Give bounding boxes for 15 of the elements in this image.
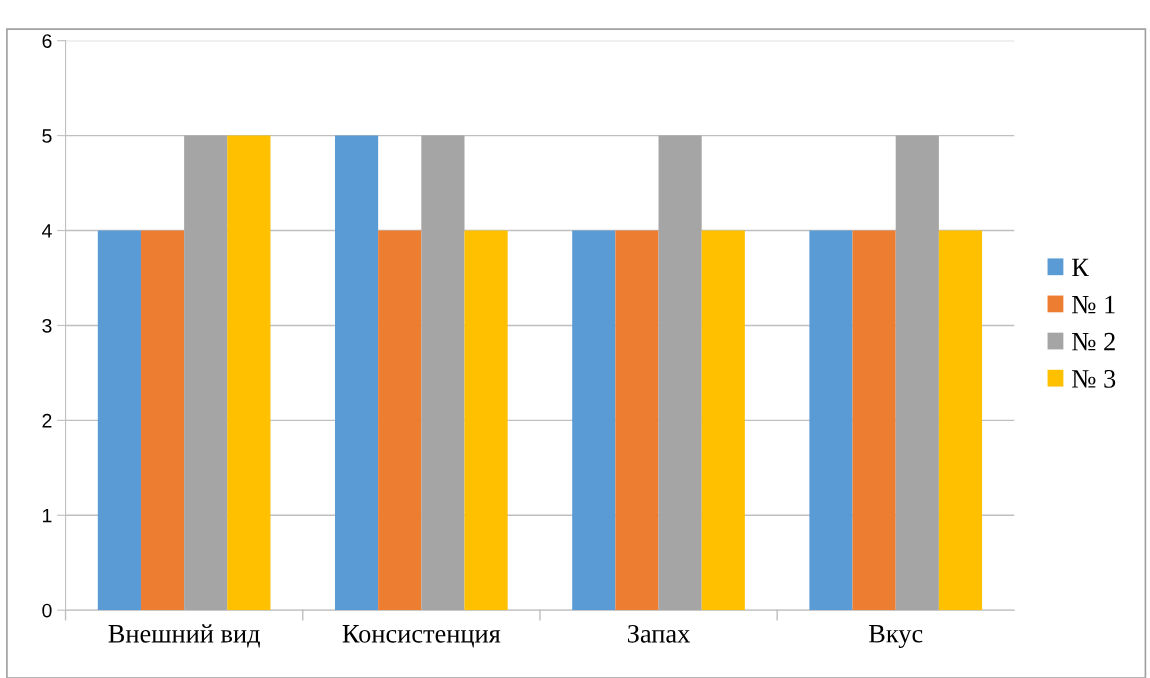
y-tick-label: 3 bbox=[42, 318, 52, 333]
y-tick-label: 1 bbox=[43, 508, 52, 523]
y-tick-label: 2 bbox=[42, 413, 52, 428]
y-tick-label: 5 bbox=[42, 129, 52, 143]
x-tick-label: Запах bbox=[627, 624, 690, 643]
legend-label: № 1 bbox=[1072, 295, 1115, 314]
y-tick-label: 6 bbox=[42, 34, 52, 48]
y-tick-label: 0 bbox=[42, 603, 52, 618]
y-tick-label: 4 bbox=[41, 224, 52, 238]
legend-label: К bbox=[1072, 258, 1089, 277]
legend-label: № 2 bbox=[1072, 332, 1115, 351]
x-tick-label: Внешний вид bbox=[108, 624, 260, 648]
legend-label: № 3 bbox=[1072, 370, 1116, 388]
x-tick-label: Консистенция bbox=[342, 625, 501, 648]
x-tick-label: Вкус bbox=[868, 625, 923, 649]
